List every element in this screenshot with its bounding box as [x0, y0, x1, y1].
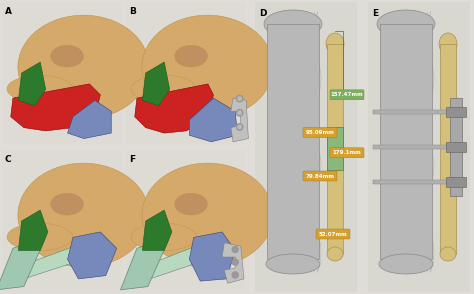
- Ellipse shape: [51, 193, 83, 215]
- Ellipse shape: [142, 15, 273, 119]
- Bar: [446, 142, 466, 152]
- Circle shape: [232, 246, 238, 253]
- Polygon shape: [67, 232, 117, 279]
- Ellipse shape: [175, 193, 208, 215]
- Bar: [446, 107, 466, 117]
- Ellipse shape: [326, 33, 344, 55]
- Bar: [327, 127, 343, 170]
- Text: A: A: [5, 7, 12, 16]
- Ellipse shape: [142, 163, 273, 267]
- Ellipse shape: [131, 75, 197, 103]
- Circle shape: [238, 111, 241, 114]
- Ellipse shape: [379, 254, 433, 274]
- Polygon shape: [120, 237, 170, 290]
- Circle shape: [237, 109, 243, 116]
- Bar: [373, 180, 453, 184]
- Ellipse shape: [439, 33, 457, 55]
- Ellipse shape: [377, 10, 435, 38]
- Polygon shape: [189, 98, 237, 142]
- Polygon shape: [18, 62, 46, 106]
- Text: E: E: [372, 9, 378, 18]
- Text: 79.84mm: 79.84mm: [306, 173, 335, 178]
- Bar: [368, 2, 470, 292]
- Circle shape: [238, 125, 241, 128]
- Bar: [327, 44, 343, 254]
- Bar: [126, 2, 246, 144]
- Circle shape: [232, 259, 238, 265]
- Text: 95.09mm: 95.09mm: [306, 130, 334, 135]
- Circle shape: [238, 97, 241, 100]
- Ellipse shape: [131, 223, 197, 250]
- Polygon shape: [11, 84, 100, 131]
- Polygon shape: [67, 100, 111, 138]
- Bar: [255, 2, 357, 292]
- Polygon shape: [231, 98, 248, 142]
- Bar: [2, 2, 122, 144]
- Circle shape: [237, 95, 243, 102]
- Bar: [446, 177, 466, 187]
- Polygon shape: [189, 232, 235, 281]
- Text: 179.1mm: 179.1mm: [333, 150, 361, 155]
- Bar: [126, 150, 246, 292]
- Ellipse shape: [175, 45, 208, 67]
- Ellipse shape: [51, 45, 83, 67]
- Polygon shape: [18, 210, 48, 250]
- Ellipse shape: [7, 223, 73, 250]
- Ellipse shape: [18, 15, 149, 119]
- Text: F: F: [129, 155, 135, 164]
- Bar: [2, 150, 122, 292]
- Ellipse shape: [327, 247, 343, 261]
- Circle shape: [237, 124, 243, 130]
- Text: D: D: [259, 9, 266, 18]
- Polygon shape: [148, 243, 208, 279]
- Ellipse shape: [7, 75, 73, 103]
- Text: 157.47mm: 157.47mm: [331, 92, 363, 97]
- Polygon shape: [135, 84, 213, 133]
- Ellipse shape: [18, 163, 149, 267]
- Bar: [373, 110, 453, 114]
- Bar: [373, 145, 453, 149]
- Bar: [440, 44, 456, 254]
- FancyBboxPatch shape: [316, 229, 350, 239]
- Circle shape: [232, 272, 238, 278]
- Polygon shape: [222, 243, 244, 283]
- Polygon shape: [0, 237, 46, 290]
- Ellipse shape: [264, 10, 322, 38]
- Text: B: B: [129, 7, 136, 16]
- FancyBboxPatch shape: [303, 171, 337, 181]
- Polygon shape: [142, 210, 172, 250]
- Bar: [380, 24, 432, 259]
- FancyBboxPatch shape: [330, 90, 364, 100]
- Text: 52.07mm: 52.07mm: [319, 231, 347, 236]
- Polygon shape: [142, 62, 170, 106]
- Text: C: C: [5, 155, 12, 164]
- FancyBboxPatch shape: [303, 128, 337, 138]
- FancyBboxPatch shape: [330, 148, 364, 158]
- Bar: [450, 98, 462, 196]
- Ellipse shape: [440, 247, 456, 261]
- Bar: [267, 24, 319, 259]
- Polygon shape: [24, 243, 84, 279]
- Ellipse shape: [266, 254, 320, 274]
